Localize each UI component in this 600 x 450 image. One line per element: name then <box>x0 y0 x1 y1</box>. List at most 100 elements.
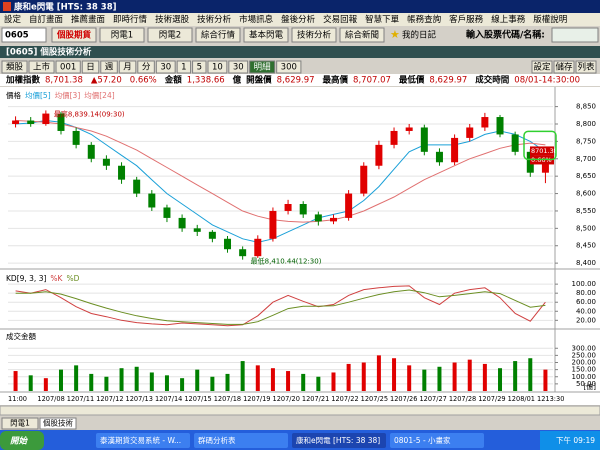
menu-item[interactable]: 客戶服務 <box>449 14 484 25</box>
candle-body <box>284 204 292 211</box>
candle-body <box>269 210 277 239</box>
volume-bar <box>482 363 487 391</box>
candle-body <box>390 130 398 145</box>
menu-item[interactable]: 技術選股 <box>155 14 190 25</box>
start-button[interactable] <box>0 431 44 450</box>
control[interactable] <box>207 60 228 74</box>
volume-bar <box>452 362 457 391</box>
menu-item[interactable]: 設定 <box>4 14 22 25</box>
code-box[interactable] <box>1 27 47 43</box>
toolbar-button[interactable] <box>195 27 241 43</box>
volume-bar <box>286 371 291 391</box>
x-tick-label: 1207/19 <box>243 395 270 403</box>
search-label: 輸入股票代碼/名稱: <box>466 29 545 41</box>
volume-bar <box>164 375 169 391</box>
y-tick-label: 40.00 <box>576 307 596 315</box>
toolbar-button[interactable] <box>339 27 385 43</box>
menu-item[interactable]: 自訂畫面 <box>29 14 64 25</box>
menu-item[interactable]: 技術分析 <box>197 14 232 25</box>
info-item: 8,629.97 <box>277 76 315 86</box>
control[interactable] <box>155 60 176 74</box>
scrollbar[interactable] <box>0 405 600 416</box>
control[interactable] <box>249 60 276 74</box>
x-tick-label: 1207/22 <box>331 395 358 403</box>
volume-bar <box>119 368 124 391</box>
toolbar-label: 綜合新聞 <box>345 30 379 41</box>
x-tick-label: 1207/26 <box>390 395 417 403</box>
panel-title: [0605] 個股技術分析 <box>6 47 92 58</box>
panel-title: KD[9, 3, 3] <box>6 274 46 283</box>
volume-bar <box>543 369 548 391</box>
tab-label: 個股技術 <box>43 418 73 428</box>
app-icon <box>3 2 11 11</box>
toolbar-button[interactable] <box>243 27 289 43</box>
control[interactable] <box>192 60 207 74</box>
control[interactable] <box>118 60 137 74</box>
menu-item[interactable]: 交易回報 <box>323 14 358 25</box>
menu-item[interactable]: 市場訊息 <box>239 14 274 25</box>
y-tick-label: 8,800 <box>576 120 596 128</box>
y-tick-label: 80.00 <box>576 289 596 297</box>
menu-item[interactable]: 線上事務 <box>491 14 526 25</box>
toolbar-label: 個股期貨 <box>56 30 92 41</box>
control-label: 10 <box>212 63 223 73</box>
control[interactable] <box>276 60 302 74</box>
control[interactable] <box>100 60 118 74</box>
menu-item[interactable]: 盤後分析 <box>281 14 316 25</box>
volume-bar <box>346 363 351 391</box>
candle-body <box>435 151 443 163</box>
info-item: 開盤價 <box>246 75 272 86</box>
menu-item[interactable]: 帳務查詢 <box>407 14 442 25</box>
menu-item[interactable]: 推薦畫面 <box>71 14 106 25</box>
task-label: 0801-5 - 小畫家 <box>394 435 451 445</box>
panel-button[interactable] <box>553 60 575 74</box>
toolbar-button[interactable] <box>147 27 193 43</box>
y-tick-label: 8,500 <box>576 224 596 232</box>
candle-body <box>148 193 156 208</box>
volume-bar <box>376 355 381 391</box>
candle-body <box>481 117 489 128</box>
task-button[interactable] <box>96 433 190 448</box>
toolbar-button[interactable] <box>99 27 145 43</box>
control[interactable] <box>28 60 55 74</box>
candle-body <box>57 113 65 131</box>
candle-body <box>541 158 549 173</box>
control[interactable] <box>228 60 249 74</box>
control[interactable] <box>55 60 81 74</box>
menu-item[interactable]: 即時行情 <box>113 14 148 25</box>
unit-label: [億] <box>584 382 597 391</box>
toolbar-button[interactable] <box>291 27 337 43</box>
y-tick-label: 250.00 <box>572 351 597 359</box>
diary-icon: ★ <box>390 28 400 41</box>
control-label: 上市 <box>33 62 51 73</box>
tab[interactable] <box>1 417 39 430</box>
menu-item[interactable]: 智慧下單 <box>365 14 400 25</box>
toolbar-button[interactable] <box>51 27 97 43</box>
volume-bar <box>528 358 533 391</box>
toolbar-label: 綜合行情 <box>201 30 236 41</box>
task-label: 群碼分析表 <box>198 435 236 445</box>
task-button[interactable] <box>292 433 386 448</box>
candle-body <box>12 120 20 124</box>
control[interactable] <box>176 60 192 74</box>
task-button[interactable] <box>390 433 484 448</box>
panel-title: 成交金額 <box>6 331 36 341</box>
candle-body <box>466 127 474 138</box>
x-tick-label: 1207/20 <box>273 395 300 403</box>
task-button[interactable] <box>194 433 288 448</box>
candle-body <box>224 238 232 250</box>
tab[interactable] <box>39 417 77 430</box>
control[interactable] <box>1 60 28 74</box>
diary-label[interactable]: 我的日記 <box>402 30 437 41</box>
x-tick-label: 1207/29 <box>478 395 505 403</box>
control-label: 月 <box>123 63 132 73</box>
control[interactable] <box>137 60 155 74</box>
volume-bar <box>422 369 427 391</box>
panel-button[interactable] <box>575 60 597 74</box>
info-item: 1,338.66 <box>187 76 225 86</box>
search-box[interactable] <box>551 27 599 43</box>
panel-button[interactable] <box>531 60 553 74</box>
control[interactable] <box>81 60 100 74</box>
menu-item[interactable]: 版權說明 <box>533 14 567 25</box>
toolbar-label: 技術分析 <box>297 30 332 41</box>
